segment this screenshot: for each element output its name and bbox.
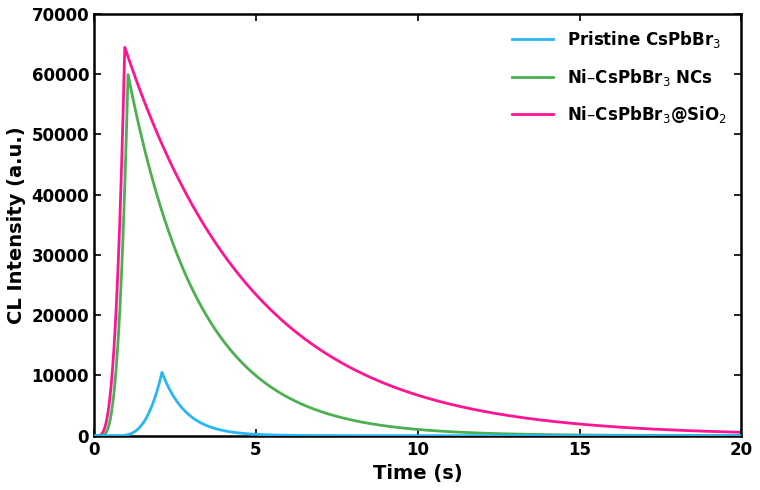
Ni–CsPbBr$_3$@SiO$_2$ [737,429,746,435]
X-axis label: Time (s): Time (s) [373,464,463,483]
Pristine CsPbBr$_3$ [157,369,166,375]
Ni–CsPbBr$_3$ NCs [511,431,520,437]
Ni–CsPbBr$_3$@SiO$_2$ [573,421,582,427]
Line: Ni–CsPbBr$_3$@SiO$_2$: Ni–CsPbBr$_3$@SiO$_2$ [94,48,742,436]
Pristine CsPbBr$_3$ [737,433,746,439]
Ni–CsPbBr$_3$@SiO$_2$ [478,408,487,414]
Ni–CsPbBr$_3$ NCs [207,321,217,327]
Ni–CsPbBr$_3$@SiO$_2$ [90,433,99,439]
Line: Ni–CsPbBr$_3$ NCs: Ni–CsPbBr$_3$ NCs [94,74,742,436]
Ni–CsPbBr$_3$ NCs [622,432,631,438]
Ni–CsPbBr$_3$@SiO$_2$ [337,360,346,366]
Ni–CsPbBr$_3$@SiO$_2$ [622,425,631,431]
Legend: Pristine CsPbBr$_3$, Ni–CsPbBr$_3$ NCs, Ni–CsPbBr$_3$@SiO$_2$: Pristine CsPbBr$_3$, Ni–CsPbBr$_3$ NCs, … [505,22,733,132]
Ni–CsPbBr$_3$ NCs [90,433,99,439]
Pristine CsPbBr$_3$ [90,433,99,439]
Ni–CsPbBr$_3$@SiO$_2$ [120,45,129,50]
Pristine CsPbBr$_3$ [511,433,520,439]
Ni–CsPbBr$_3$ NCs [337,415,346,420]
Ni–CsPbBr$_3$@SiO$_2$ [207,234,217,240]
Pristine CsPbBr$_3$ [622,433,631,439]
Pristine CsPbBr$_3$ [207,424,217,430]
Ni–CsPbBr$_3$ NCs [478,430,487,436]
Ni–CsPbBr$_3$ NCs [123,72,132,77]
Ni–CsPbBr$_3$ NCs [573,432,582,438]
Ni–CsPbBr$_3$@SiO$_2$ [511,414,520,419]
Pristine CsPbBr$_3$ [573,433,582,439]
Line: Pristine CsPbBr$_3$: Pristine CsPbBr$_3$ [94,372,742,436]
Ni–CsPbBr$_3$ NCs [737,433,746,439]
Pristine CsPbBr$_3$ [478,433,487,439]
Pristine CsPbBr$_3$ [337,433,346,439]
Y-axis label: CL Intensity (a.u.): CL Intensity (a.u.) [7,126,26,323]
